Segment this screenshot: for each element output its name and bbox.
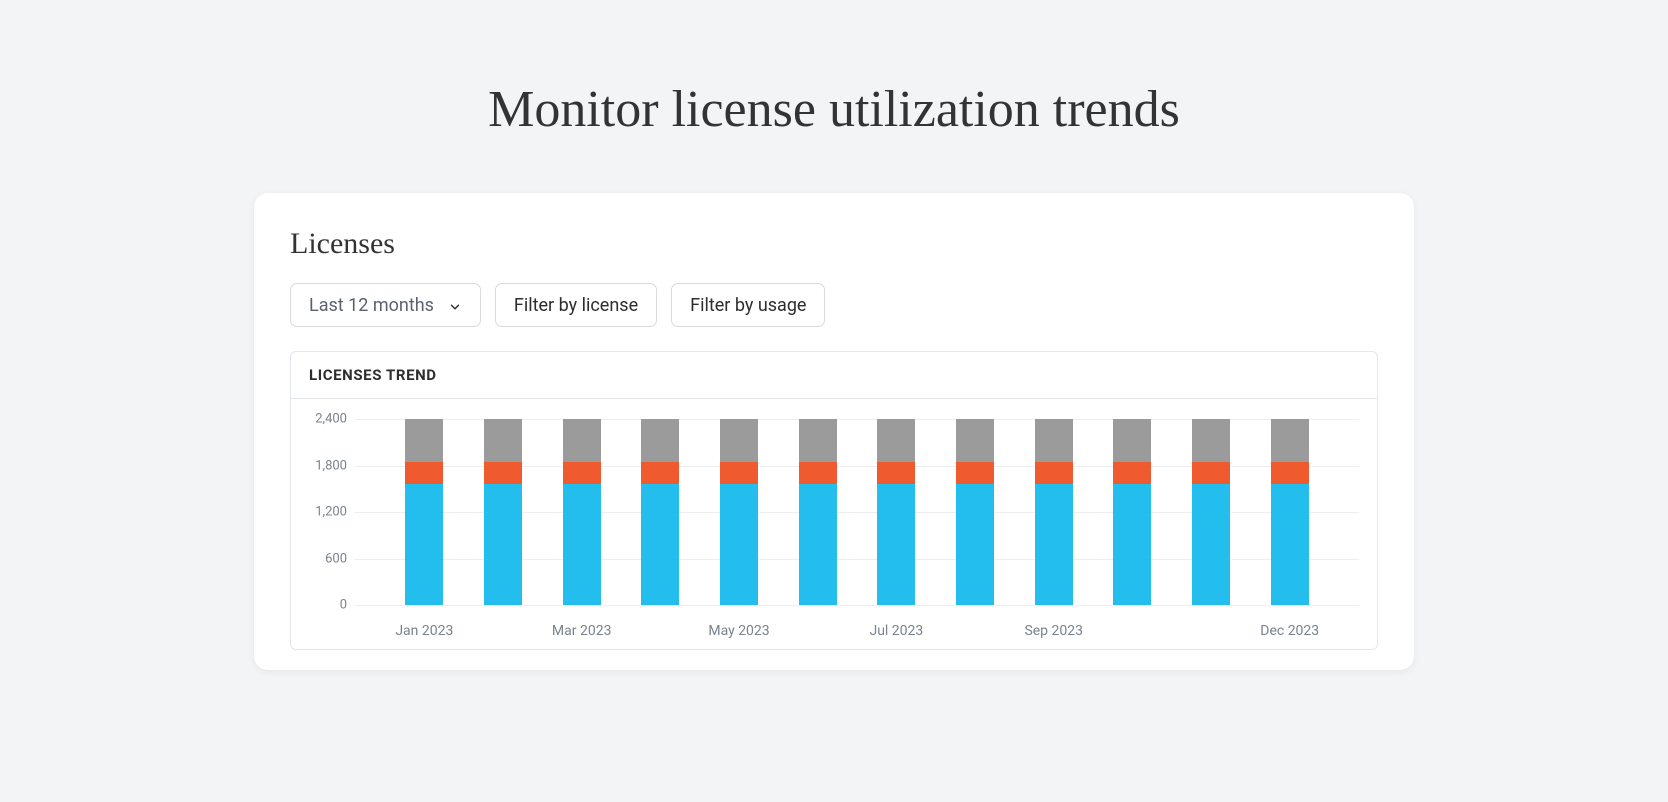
bar-slot bbox=[1172, 419, 1251, 605]
bar-segment-series-b bbox=[1035, 462, 1073, 484]
bar-segment-series-b bbox=[1192, 462, 1230, 484]
bar-segment-series-c bbox=[720, 419, 758, 462]
bar-segment-series-a bbox=[563, 484, 601, 605]
y-tick-label: 600 bbox=[325, 551, 347, 566]
card-title: Licenses bbox=[290, 227, 1378, 261]
chevron-down-icon bbox=[448, 298, 462, 312]
y-tick-label: 0 bbox=[340, 598, 347, 613]
bar[interactable] bbox=[799, 419, 837, 605]
x-tick-label: Dec 2023 bbox=[1250, 623, 1329, 641]
bar-slot bbox=[621, 419, 700, 605]
bar[interactable] bbox=[641, 419, 679, 605]
filter-by-usage-label: Filter by usage bbox=[690, 295, 806, 316]
bar-segment-series-c bbox=[405, 419, 443, 462]
filter-by-license-label: Filter by license bbox=[514, 295, 638, 316]
bar-segment-series-c bbox=[877, 419, 915, 462]
period-dropdown-label: Last 12 months bbox=[309, 295, 434, 316]
bar-slot bbox=[936, 419, 1015, 605]
filter-by-license-button[interactable]: Filter by license bbox=[495, 283, 657, 327]
bar-segment-series-a bbox=[1271, 484, 1309, 605]
bar-segment-series-a bbox=[484, 484, 522, 605]
x-tick-label bbox=[936, 623, 1015, 641]
bar-segment-series-c bbox=[484, 419, 522, 462]
bar-segment-series-c bbox=[1192, 419, 1230, 462]
bar[interactable] bbox=[484, 419, 522, 605]
x-tick-label: Jul 2023 bbox=[857, 623, 936, 641]
bars-container bbox=[355, 419, 1359, 605]
bar-slot bbox=[464, 419, 543, 605]
bar-segment-series-b bbox=[563, 462, 601, 484]
filter-bar: Last 12 months Filter by license Filter … bbox=[290, 283, 1378, 327]
x-tick-label bbox=[778, 623, 857, 641]
bar-segment-series-a bbox=[405, 484, 443, 605]
y-tick-label: 2,400 bbox=[315, 412, 347, 427]
x-tick-label: May 2023 bbox=[700, 623, 779, 641]
page-container: Monitor license utilization trends Licen… bbox=[52, 22, 1616, 670]
bar-segment-series-b bbox=[799, 462, 837, 484]
bar-segment-series-a bbox=[1035, 484, 1073, 605]
bar-segment-series-b bbox=[405, 462, 443, 484]
x-axis: Jan 2023 Mar 2023 May 2023 Jul 2023 Sep 2023… bbox=[355, 623, 1359, 641]
y-tick-label: 1,200 bbox=[315, 505, 347, 520]
bar-slot bbox=[1093, 419, 1172, 605]
bar-segment-series-a bbox=[1192, 484, 1230, 605]
bar[interactable] bbox=[956, 419, 994, 605]
bar-segment-series-b bbox=[1271, 462, 1309, 484]
chart-body: 0 600 1,200 1,800 2,400 Jan 2023 Mar 2023 May … bbox=[291, 399, 1377, 649]
page-title: Monitor license utilization trends bbox=[52, 22, 1616, 193]
y-tick-label: 1,800 bbox=[315, 458, 347, 473]
chart-panel: LICENSES TREND 0 600 1,200 1,800 2,400 Jan 2… bbox=[290, 351, 1378, 650]
bar[interactable] bbox=[1271, 419, 1309, 605]
bar-segment-series-a bbox=[956, 484, 994, 605]
bar[interactable] bbox=[1192, 419, 1230, 605]
bar-segment-series-c bbox=[799, 419, 837, 462]
bar-slot bbox=[542, 419, 621, 605]
x-tick-label bbox=[464, 623, 543, 641]
x-tick-label bbox=[1093, 623, 1172, 641]
bar-slot bbox=[1250, 419, 1329, 605]
bar-segment-series-a bbox=[720, 484, 758, 605]
filter-by-usage-button[interactable]: Filter by usage bbox=[671, 283, 825, 327]
period-dropdown[interactable]: Last 12 months bbox=[290, 283, 481, 327]
bar-segment-series-b bbox=[1113, 462, 1151, 484]
bar-segment-series-a bbox=[641, 484, 679, 605]
grid-line bbox=[355, 605, 1359, 606]
bar-slot bbox=[1014, 419, 1093, 605]
bar[interactable] bbox=[405, 419, 443, 605]
bar[interactable] bbox=[720, 419, 758, 605]
x-tick-label: Sep 2023 bbox=[1014, 623, 1093, 641]
bar-segment-series-a bbox=[877, 484, 915, 605]
bar-segment-series-b bbox=[484, 462, 522, 484]
bar-segment-series-b bbox=[641, 462, 679, 484]
chart-panel-title: LICENSES TREND bbox=[291, 352, 1377, 399]
bar-segment-series-b bbox=[720, 462, 758, 484]
bar-segment-series-b bbox=[956, 462, 994, 484]
bar-slot bbox=[700, 419, 779, 605]
y-axis: 06001,2001,8002,400 bbox=[299, 419, 355, 605]
bar[interactable] bbox=[1035, 419, 1073, 605]
bar-slot bbox=[778, 419, 857, 605]
bar[interactable] bbox=[877, 419, 915, 605]
bar-segment-series-a bbox=[1113, 484, 1151, 605]
bar[interactable] bbox=[563, 419, 601, 605]
bar-segment-series-b bbox=[877, 462, 915, 484]
bar-segment-series-a bbox=[799, 484, 837, 605]
x-tick-label: Jan 2023 bbox=[385, 623, 464, 641]
bar-segment-series-c bbox=[563, 419, 601, 462]
bar-slot bbox=[857, 419, 936, 605]
bar-segment-series-c bbox=[956, 419, 994, 462]
bar[interactable] bbox=[1113, 419, 1151, 605]
x-tick-label bbox=[1172, 623, 1251, 641]
bar-segment-series-c bbox=[641, 419, 679, 462]
bar-segment-series-c bbox=[1271, 419, 1309, 462]
plot-wrap: 06001,2001,8002,400 bbox=[299, 419, 1359, 605]
plot-area bbox=[355, 419, 1359, 605]
x-tick-label bbox=[621, 623, 700, 641]
bar-slot bbox=[385, 419, 464, 605]
licenses-card: Licenses Last 12 months Filter by licens… bbox=[254, 193, 1414, 670]
x-tick-label: Mar 2023 bbox=[542, 623, 621, 641]
bar-segment-series-c bbox=[1035, 419, 1073, 462]
bar-segment-series-c bbox=[1113, 419, 1151, 462]
